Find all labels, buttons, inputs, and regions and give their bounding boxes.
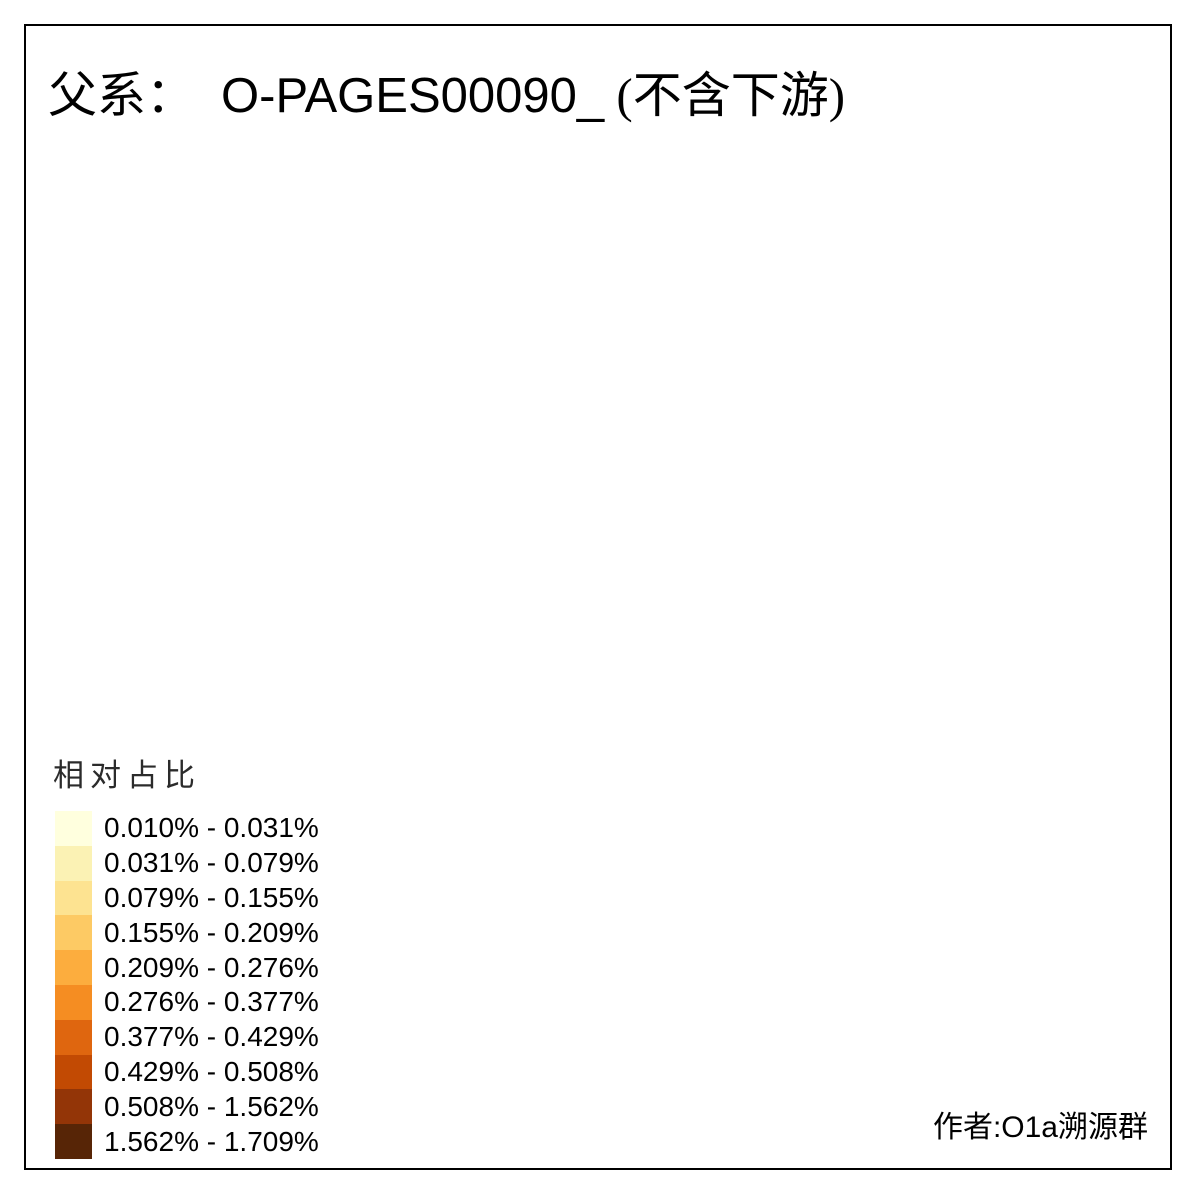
legend-row: 0.031% - 0.079% (55, 845, 319, 881)
legend-label: 0.429% - 0.508% (104, 1055, 319, 1087)
legend-swatch (55, 1019, 92, 1055)
legend-row: 0.079% - 0.155% (55, 880, 319, 916)
legend-swatch (55, 1124, 92, 1159)
legend-row: 0.155% - 0.209% (55, 915, 319, 951)
legend-row: 0.508% - 1.562% (55, 1089, 319, 1125)
legend-swatch (55, 1089, 92, 1125)
legend-row: 0.377% - 0.429% (55, 1019, 319, 1055)
legend-label: 1.562% - 1.709% (104, 1125, 319, 1157)
title-suffix: (不含下游) (604, 68, 846, 123)
legend-label: 0.031% - 0.079% (104, 847, 319, 879)
legend-row: 0.429% - 0.508% (55, 1054, 319, 1090)
legend: 相对占比 0.010% - 0.031% 0.031% - 0.079% 0.079… (53, 750, 319, 1159)
plot-frame (24, 24, 1172, 1170)
legend-label: 0.508% - 1.562% (104, 1090, 319, 1122)
legend-label: 0.155% - 0.209% (104, 916, 319, 948)
legend-swatch (55, 950, 92, 985)
legend-swatch (55, 811, 92, 846)
legend-label: 0.010% - 0.031% (104, 812, 319, 844)
title-prefix: 父系： (48, 68, 196, 123)
legend-row: 0.209% - 0.276% (55, 950, 319, 985)
legend-swatch (55, 915, 92, 951)
legend-swatch (55, 1054, 92, 1090)
legend-swatch (55, 880, 92, 916)
legend-row: 0.276% - 0.377% (55, 984, 319, 1020)
title-haplogroup: O-PAGES00090_ (221, 69, 605, 123)
legend-label: 0.209% - 0.276% (104, 951, 319, 983)
legend-row: 1.562% - 1.709% (55, 1124, 319, 1159)
legend-title: 相对占比 (53, 758, 201, 793)
legend-label: 0.377% - 0.429% (104, 1021, 319, 1053)
legend-rows: 0.010% - 0.031% 0.031% - 0.079% 0.079% - 0… (55, 811, 319, 1159)
author-caption: 作者:O1a溯源群 (932, 1111, 1148, 1144)
legend-swatch (55, 845, 92, 881)
legend-label: 0.276% - 0.377% (104, 986, 319, 1018)
legend-swatch (55, 984, 92, 1020)
legend-row: 0.010% - 0.031% (55, 811, 319, 846)
legend-label: 0.079% - 0.155% (104, 881, 319, 913)
map-title: 父系： O-PAGES00090_ (不含下游) (48, 56, 845, 127)
